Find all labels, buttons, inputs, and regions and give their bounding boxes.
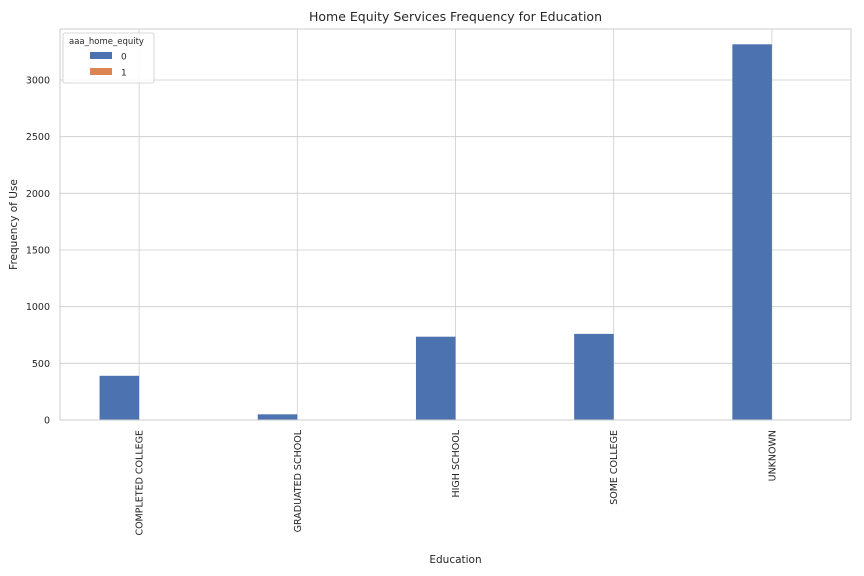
y-tick-label: 2000	[26, 189, 50, 200]
x-tick-label: UNKNOWN	[767, 430, 778, 481]
y-axis-label: Frequency of Use	[8, 179, 20, 270]
x-tick-label: SOME COLLEGE	[609, 430, 620, 505]
legend: aaa_home_equity 0 1	[62, 32, 155, 84]
plot-frame	[59, 28, 852, 421]
x-axis-label: Education	[429, 554, 481, 566]
legend-label-0: 0	[121, 53, 127, 63]
bar-series-0	[732, 44, 772, 421]
y-tick-labels: 0 500 1000 1500 2000 2500 3000	[26, 76, 50, 427]
bar-series-0	[415, 336, 456, 420]
y-tick-label: 1000	[26, 302, 50, 313]
bar-series-0	[574, 333, 614, 420]
bar-series-0	[99, 375, 140, 420]
x-tick-label: HIGH SCHOOL	[451, 429, 462, 497]
y-tick-label: 3000	[26, 76, 50, 87]
legend-title: aaa_home_equity	[69, 37, 144, 47]
bars	[99, 44, 772, 421]
legend-label-1: 1	[121, 69, 127, 79]
legend-swatch-0	[90, 52, 112, 59]
y-tick-label: 2500	[26, 132, 50, 143]
x-tick-label: COMPLETED COLLEGE	[135, 430, 146, 536]
y-tick-label: 1500	[26, 246, 50, 257]
legend-swatch-1	[90, 68, 112, 75]
y-tick-label: 500	[32, 359, 50, 370]
bar-series-0	[257, 414, 298, 420]
x-tick-label: GRADUATED SCHOOL	[293, 429, 304, 532]
chart-title: Home Equity Services Frequency for Educa…	[309, 9, 602, 24]
y-tick-label: 0	[44, 416, 50, 427]
x-tick-labels: COMPLETED COLLEGE GRADUATED SCHOOL HIGH SC…	[135, 429, 779, 535]
